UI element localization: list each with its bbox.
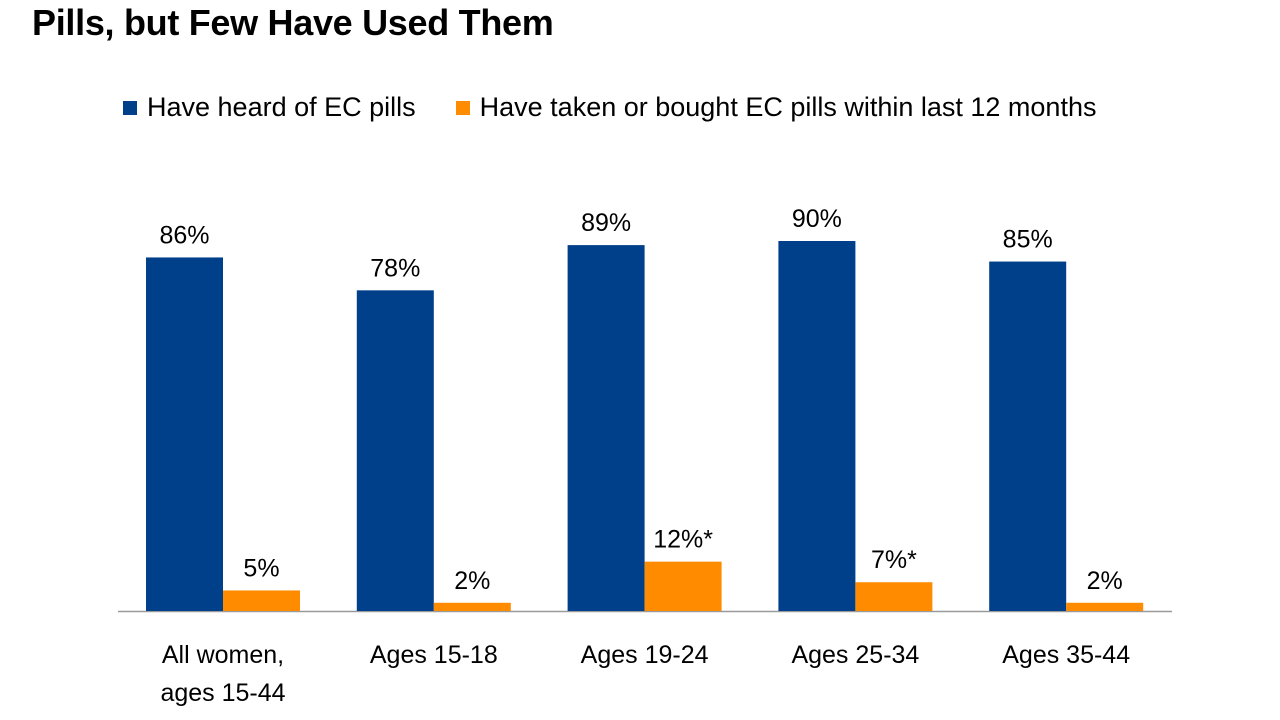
- data-label: 5%: [243, 554, 279, 582]
- legend-label-taken: Have taken or bought EC pills within las…: [479, 92, 1097, 122]
- data-label: 7%*: [871, 546, 917, 574]
- bar-taken: [1066, 602, 1144, 611]
- bar-taken: [223, 590, 300, 611]
- data-label: 78%: [370, 254, 420, 282]
- data-label: 85%: [1003, 226, 1053, 254]
- category-label: Ages 25-34: [791, 641, 919, 669]
- legend-label-heard: Have heard of EC pills: [147, 92, 416, 122]
- data-label: 86%: [159, 221, 209, 249]
- legend-swatch-heard: [123, 100, 137, 115]
- category-label: All women,: [162, 641, 284, 669]
- bar-heard: [567, 245, 645, 611]
- bar-heard: [989, 261, 1067, 611]
- category-label: Ages 15-18: [370, 641, 498, 669]
- category-label: ages 15-44: [160, 679, 285, 707]
- chart-title: Pills, but Few Have Used Them: [32, 2, 554, 43]
- data-label: 2%: [454, 567, 490, 595]
- legend-item-taken: Have taken or bought EC pills within las…: [455, 92, 1097, 123]
- bar-taken: [433, 602, 511, 611]
- category-label: Ages 19-24: [581, 641, 709, 669]
- bar-taken: [855, 582, 933, 611]
- bar-heard: [778, 241, 856, 611]
- category-label: Ages 35-44: [1002, 641, 1130, 669]
- legend: Have heard of EC pills Have taken or bou…: [123, 92, 1136, 123]
- bar-taken: [644, 561, 722, 611]
- bar-heard: [146, 257, 223, 611]
- data-label: 2%: [1087, 567, 1123, 595]
- data-label: 12%*: [653, 526, 713, 554]
- data-label: 89%: [581, 209, 631, 237]
- data-label: 90%: [792, 205, 842, 233]
- legend-swatch-taken: [455, 100, 470, 115]
- bar-heard: [356, 290, 434, 611]
- legend-item-heard: Have heard of EC pills: [123, 92, 416, 123]
